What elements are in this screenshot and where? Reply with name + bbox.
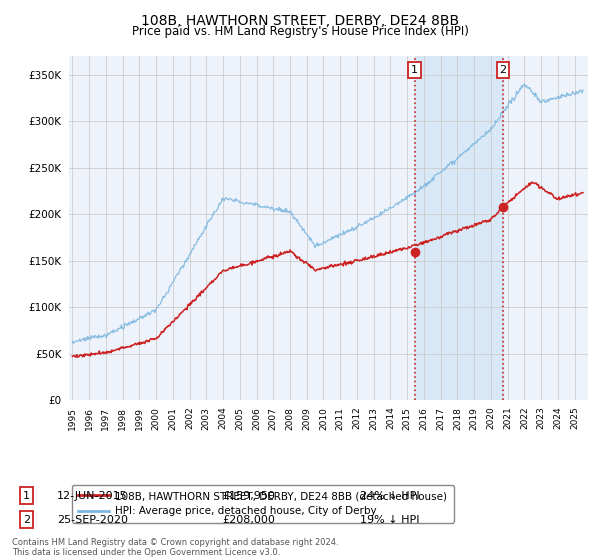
Bar bbox=[415, 56, 503, 400]
Text: 2: 2 bbox=[23, 515, 30, 525]
Text: 19% ↓ HPI: 19% ↓ HPI bbox=[360, 515, 419, 525]
Text: 1: 1 bbox=[23, 491, 30, 501]
Text: 2: 2 bbox=[500, 65, 506, 75]
Text: 24% ↓ HPI: 24% ↓ HPI bbox=[360, 491, 419, 501]
Text: 25-SEP-2020: 25-SEP-2020 bbox=[57, 515, 128, 525]
Text: £208,000: £208,000 bbox=[222, 515, 275, 525]
Text: £159,950: £159,950 bbox=[222, 491, 275, 501]
Text: Price paid vs. HM Land Registry's House Price Index (HPI): Price paid vs. HM Land Registry's House … bbox=[131, 25, 469, 38]
Legend: 108B, HAWTHORN STREET, DERBY, DE24 8BB (detached house), HPI: Average price, det: 108B, HAWTHORN STREET, DERBY, DE24 8BB (… bbox=[71, 485, 454, 522]
Text: 12-JUN-2015: 12-JUN-2015 bbox=[57, 491, 128, 501]
Text: 108B, HAWTHORN STREET, DERBY, DE24 8BB: 108B, HAWTHORN STREET, DERBY, DE24 8BB bbox=[141, 14, 459, 28]
Text: Contains HM Land Registry data © Crown copyright and database right 2024.
This d: Contains HM Land Registry data © Crown c… bbox=[12, 538, 338, 557]
Text: 1: 1 bbox=[411, 65, 418, 75]
